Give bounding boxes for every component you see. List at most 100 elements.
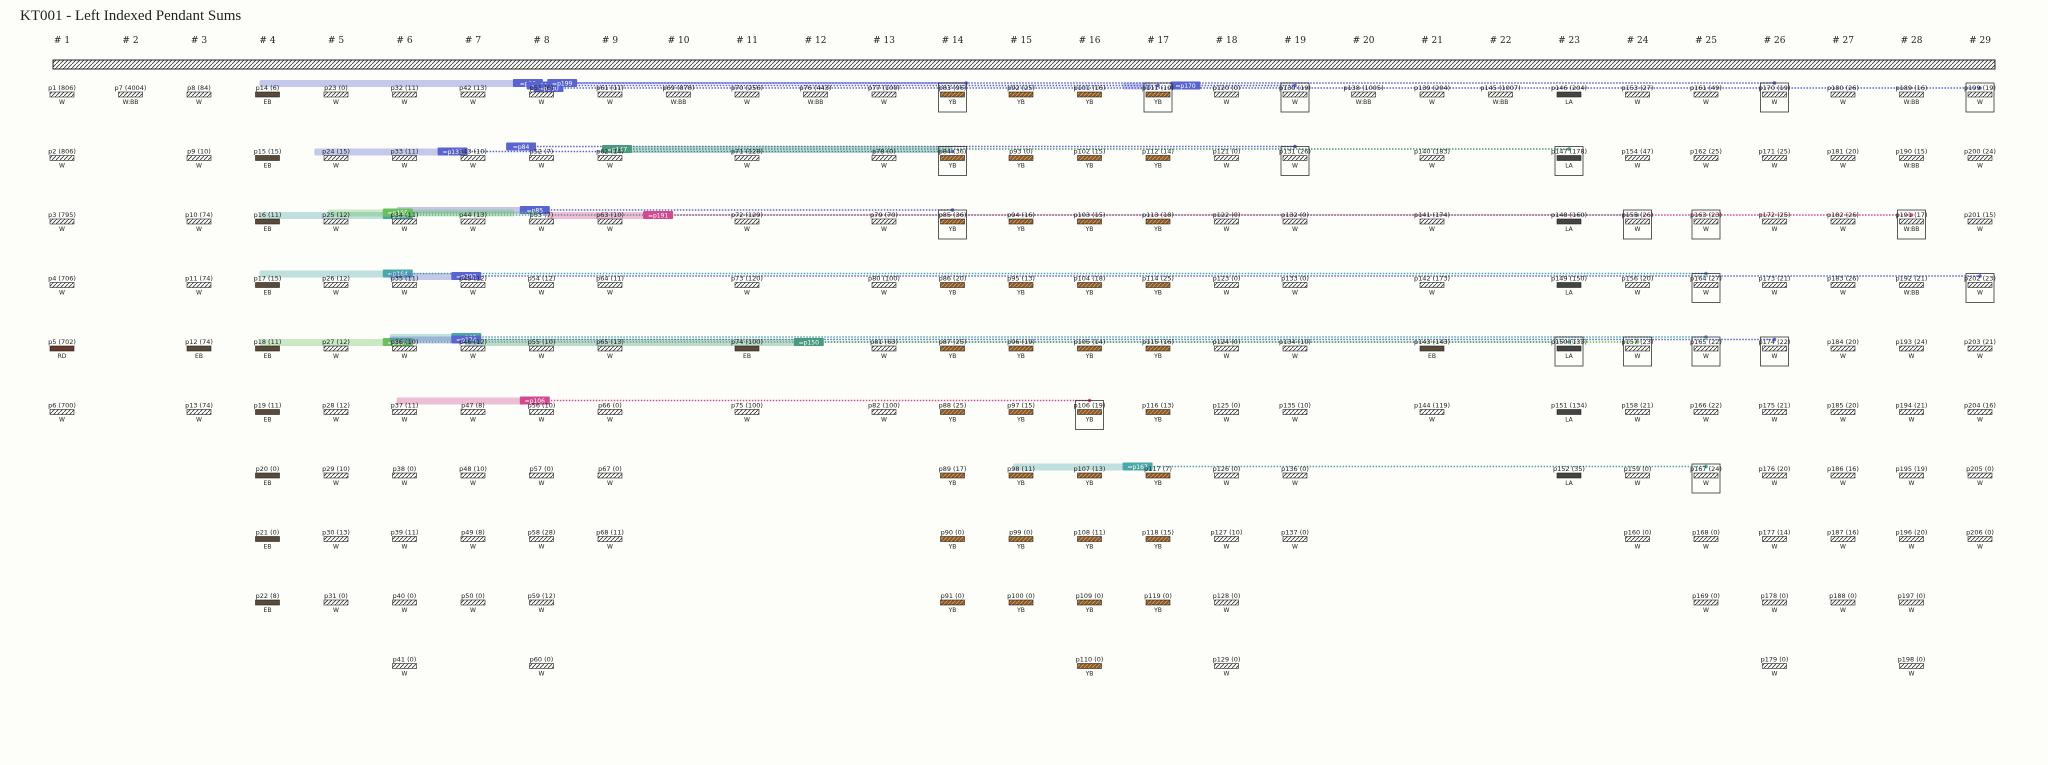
pendant-cord: p46 (12) W bbox=[459, 338, 487, 360]
cord-color-bar bbox=[1145, 282, 1171, 288]
cord-color-bar bbox=[460, 91, 486, 98]
pendant-cord: p132 (0) W bbox=[1281, 211, 1309, 233]
cord-color-code: YB bbox=[948, 353, 957, 360]
cord-color-bar bbox=[1077, 409, 1102, 415]
pendant-cord: p195 (19) W bbox=[1896, 465, 1928, 487]
cord-color-bar bbox=[597, 218, 623, 225]
link-label: =p147 bbox=[607, 147, 627, 154]
pendant-cord: p200 (24) W bbox=[1964, 148, 1996, 170]
cord-color-bar bbox=[49, 155, 75, 161]
cord-color-code: W bbox=[333, 99, 339, 106]
cord-color-bar bbox=[460, 409, 486, 415]
cord-label: p38 (0) bbox=[393, 465, 417, 473]
cord-color-code: W bbox=[607, 417, 613, 424]
cord-label: p24 (15) bbox=[322, 148, 350, 156]
cord-color-bar bbox=[1625, 345, 1650, 352]
cord-label: p105 (14) bbox=[1074, 338, 1106, 346]
pendant-cord: p186 (16) W bbox=[1827, 465, 1859, 487]
link-end bbox=[1567, 147, 1571, 151]
link-label: =p155 bbox=[388, 210, 408, 217]
cord-label: p70 (256) bbox=[731, 84, 763, 92]
cord-label: p136 (0) bbox=[1281, 465, 1309, 473]
pendant-cord: p133 (0) W bbox=[1281, 275, 1309, 297]
cord-label: p187 (16) bbox=[1827, 529, 1859, 537]
cord-color-code: EB bbox=[743, 353, 751, 360]
cord-color-bar bbox=[1008, 599, 1034, 606]
cord-color-code: W bbox=[59, 226, 65, 233]
cord-color-bar bbox=[597, 345, 623, 352]
cord-color-code: W bbox=[539, 99, 545, 106]
cord-color-code: YB bbox=[1016, 480, 1025, 487]
cord-color-bar bbox=[529, 599, 554, 606]
cord-label: p64 (11) bbox=[596, 275, 624, 283]
cord-color-code: W bbox=[1224, 671, 1230, 678]
pendant-cord: p48 (10) W bbox=[459, 465, 487, 487]
cord-color-code: W bbox=[1703, 226, 1709, 233]
pendant-cord: p31 (0) W bbox=[323, 592, 349, 614]
cord-label: p132 (0) bbox=[1281, 211, 1309, 219]
cord-color-code: W:BB bbox=[808, 99, 824, 106]
link-band bbox=[547, 212, 652, 219]
pendant-cord: p39 (11) W bbox=[391, 529, 419, 551]
link-tag bbox=[382, 208, 413, 217]
cord-color-bar bbox=[1762, 282, 1787, 288]
link-band bbox=[259, 212, 391, 219]
cord-label: p71 (128) bbox=[731, 148, 763, 156]
cord-color-code: YB bbox=[1016, 290, 1025, 297]
cord-color-bar bbox=[255, 599, 280, 606]
pendant-cord: p106 (19) YB bbox=[1074, 400, 1105, 430]
cord-highlight-box bbox=[1760, 336, 1789, 367]
cord-label: p137 (0) bbox=[1281, 529, 1309, 537]
pendant-cord: p85 (36) YB bbox=[938, 209, 967, 240]
cord-color-code: W bbox=[333, 353, 339, 360]
column-header: # 24 bbox=[1627, 36, 1649, 46]
cord-color-bar bbox=[1419, 282, 1445, 288]
cord-label: p4 (706) bbox=[48, 275, 76, 283]
pendant-cord: p63 (10) W bbox=[596, 211, 624, 233]
column-header: # 29 bbox=[1969, 36, 1991, 46]
column-header: # 25 bbox=[1695, 36, 1717, 46]
cord-label: p11 (74) bbox=[185, 275, 213, 283]
cord-label: p2 (806) bbox=[48, 148, 76, 156]
cord-color-bar bbox=[1830, 345, 1856, 352]
cord-color-bar bbox=[1967, 91, 1993, 98]
cord-label: p198 (0) bbox=[1898, 656, 1926, 664]
cord-color-code: W bbox=[333, 417, 339, 424]
pendant-cord: p153 (27) W bbox=[1622, 84, 1654, 106]
cord-label: p162 (25) bbox=[1690, 148, 1722, 156]
link-tag bbox=[519, 396, 550, 405]
pendant-cord: p77 (100) W bbox=[868, 84, 900, 106]
cord-color-code: W bbox=[744, 417, 750, 424]
cord-color-bar bbox=[1556, 91, 1582, 98]
link-end bbox=[1704, 464, 1708, 469]
cord-color-code: W bbox=[1703, 417, 1709, 424]
pendant-cord: p199 (19) W bbox=[1964, 82, 1996, 113]
cord-color-bar bbox=[734, 345, 760, 352]
cord-color-bar bbox=[1967, 282, 1993, 288]
cord-color-code: EB bbox=[264, 607, 272, 614]
pendant-cord: p129 (0) W bbox=[1213, 656, 1241, 678]
cord-color-bar bbox=[1830, 91, 1856, 98]
cord-color-bar bbox=[1282, 536, 1308, 542]
pendant-cord: p152 (35) LA bbox=[1553, 465, 1585, 487]
cord-label: p155 (26) bbox=[1622, 211, 1654, 219]
pendant-cord: p112 (14) YB bbox=[1142, 148, 1174, 170]
cord-color-code: W bbox=[1224, 607, 1230, 614]
cord-color-code: W bbox=[881, 353, 887, 360]
cord-color-code: YB bbox=[948, 607, 957, 614]
pendant-cord: p109 (0) YB bbox=[1076, 592, 1104, 614]
cord-color-code: W bbox=[1292, 353, 1298, 360]
link-tag bbox=[1122, 462, 1153, 471]
pendant-cord: p59 (12) W bbox=[528, 592, 556, 614]
cord-label: p164 (27) bbox=[1690, 275, 1722, 283]
cord-color-code: YB bbox=[1085, 480, 1094, 487]
cord-color-bar bbox=[255, 282, 280, 288]
pendant-cord: p145 (1007) W:BB bbox=[1480, 84, 1520, 106]
cord-color-bar bbox=[529, 345, 554, 352]
pendant-cord: p4 (706) W bbox=[48, 275, 76, 297]
pendant-cord: p138 (1005) W:BB bbox=[1343, 84, 1383, 106]
cord-color-bar bbox=[460, 472, 486, 479]
pendant-cord: p174 (22) W bbox=[1759, 336, 1790, 367]
cord-color-bar bbox=[323, 91, 349, 98]
